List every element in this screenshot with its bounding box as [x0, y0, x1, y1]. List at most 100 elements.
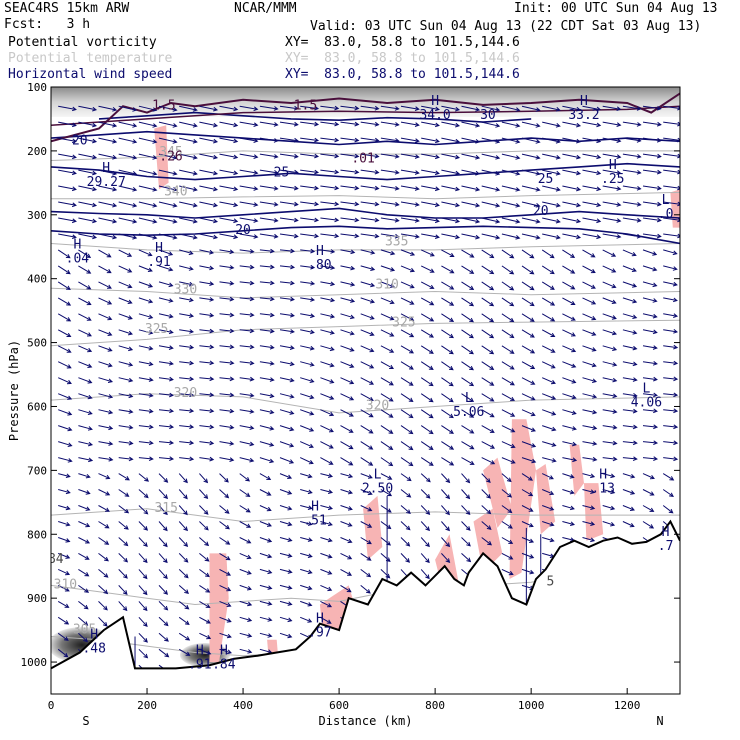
extremum-value: .91 — [147, 255, 170, 270]
x-tick-label: 600 — [329, 699, 349, 712]
wind-vector — [663, 329, 679, 334]
wind-vector — [542, 201, 561, 208]
wind-vector — [360, 473, 373, 479]
wind-vector — [78, 377, 93, 384]
wind-vector — [542, 505, 555, 511]
wind-vector — [441, 393, 454, 403]
wind-vector — [380, 313, 395, 321]
wind-vector — [300, 248, 316, 254]
wind-vector — [461, 377, 475, 387]
wind-vector — [562, 457, 578, 463]
wind-vector — [320, 521, 333, 527]
wind-vector — [562, 489, 575, 495]
wind-vector — [138, 585, 148, 596]
wind-vector — [481, 393, 495, 402]
wind-vector — [58, 409, 73, 416]
extremum-value: .25 — [601, 172, 624, 187]
wind-vector — [501, 249, 515, 259]
wind-vector — [481, 201, 501, 208]
wind-vector — [380, 505, 392, 513]
wind-vector — [259, 552, 273, 559]
wind-vector — [158, 169, 178, 176]
wind-vector — [279, 329, 295, 334]
wind-vector — [158, 376, 174, 382]
wind-vector — [98, 265, 112, 274]
wind-vector — [279, 312, 295, 318]
wind-vector — [521, 345, 536, 354]
pv-shaded-region — [584, 483, 604, 541]
wind-vector — [118, 409, 134, 414]
wind-vector — [501, 521, 513, 529]
wind-vector — [602, 473, 616, 479]
wind-contour-label: 25 — [538, 172, 554, 187]
wind-vector — [78, 393, 93, 400]
wind-vector — [400, 377, 414, 386]
wind-vector — [138, 217, 158, 224]
wind-vector — [300, 233, 320, 239]
wind-vector — [663, 281, 678, 287]
x-tick-label: 800 — [425, 699, 445, 712]
wind-vector — [98, 121, 118, 128]
y-tick-label: 300 — [27, 209, 47, 222]
wind-vector — [138, 537, 148, 547]
wind-vector — [602, 265, 617, 273]
wind-vector — [461, 441, 475, 450]
wind-vector — [340, 489, 353, 495]
wind-vector — [179, 376, 195, 382]
wind-vector — [420, 281, 435, 289]
wind-vector — [78, 441, 94, 447]
wind-vector — [340, 201, 360, 207]
wind-vector — [58, 121, 77, 128]
wind-vector — [622, 217, 642, 223]
extremum-value: .84 — [212, 657, 236, 672]
wind-vector — [541, 297, 556, 306]
wind-vector — [461, 457, 475, 465]
wind-vector — [118, 425, 134, 430]
wind-vector — [98, 425, 114, 431]
wind-vector — [541, 265, 555, 275]
wind-vector — [98, 329, 113, 336]
wind-vector — [320, 153, 340, 159]
wind-vector — [622, 521, 635, 528]
wind-vector — [542, 121, 561, 128]
wind-vector — [300, 425, 315, 432]
wind-vector — [239, 600, 253, 607]
wind-vector — [300, 616, 313, 623]
wind-vector — [622, 345, 638, 351]
wind-vector — [98, 393, 114, 399]
wind-vector — [582, 217, 602, 224]
wind-vector — [300, 537, 313, 542]
wind-vector — [582, 265, 596, 274]
wind-vector — [118, 105, 138, 112]
wind-vector — [118, 297, 133, 304]
wind-vector — [78, 409, 93, 415]
wind-vector — [420, 441, 434, 450]
wind-vector — [582, 456, 598, 462]
wind-vector — [158, 217, 178, 224]
wind-vector — [400, 169, 420, 175]
wind-vector — [279, 296, 295, 302]
wind-vector — [57, 361, 72, 369]
wind-vector — [622, 393, 638, 398]
wind-vector — [78, 265, 92, 274]
wind-vector — [380, 233, 400, 239]
wind-vector — [320, 233, 340, 239]
wind-vector — [541, 361, 556, 369]
extremum-value: .91 — [188, 657, 211, 672]
wind-vector — [178, 585, 189, 594]
wind-vector — [259, 233, 279, 239]
wind-vector — [300, 313, 316, 319]
wind-vector — [642, 392, 658, 398]
wind-vector — [138, 185, 158, 192]
wind-vector — [138, 473, 150, 482]
wind-vector — [239, 264, 255, 270]
wind-vector — [98, 441, 114, 446]
wind-vector — [360, 169, 380, 175]
wind-vector — [279, 473, 293, 479]
wind-vector — [179, 313, 195, 318]
wind-vector — [521, 153, 541, 160]
wind-vector — [98, 537, 110, 545]
wind-vector — [602, 313, 617, 320]
wind-vector — [542, 552, 555, 559]
